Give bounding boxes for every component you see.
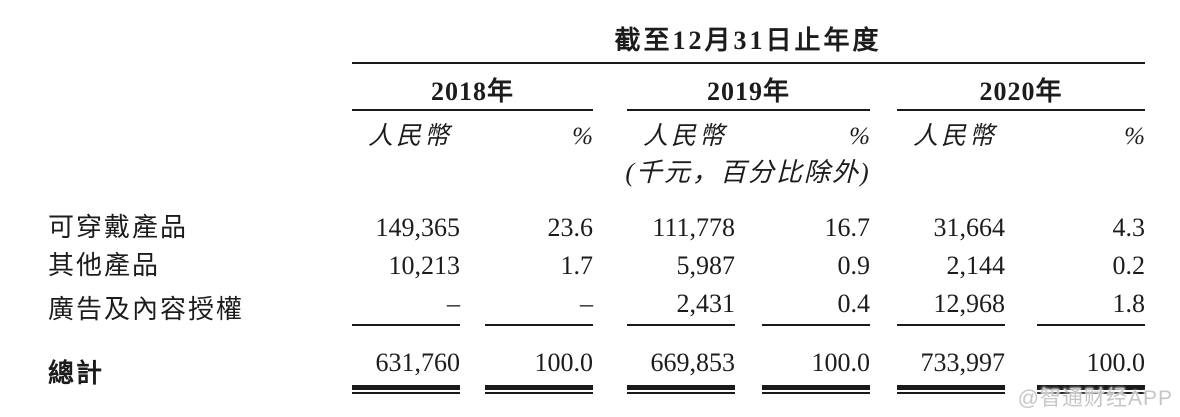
column-header-row: 人民幣 % 人民幣 % 人民幣 % <box>48 122 1145 152</box>
year-header-row: 2018年 2019年 2020年 <box>48 76 1145 108</box>
cell-advertising-pct-2018: – <box>485 288 593 326</box>
year-header-2018: 2018年 <box>430 77 514 106</box>
cell-total-pct-2019: 100.0 <box>762 347 870 394</box>
colhead-pct-2018: % <box>572 123 593 150</box>
year-2018-underline-rule <box>352 109 593 111</box>
cell-wearable-rmb-2020: 31,664 <box>933 213 1006 242</box>
cell-wearable-pct-2018: 23.6 <box>547 213 594 242</box>
year-header-2020: 2020年 <box>979 77 1063 106</box>
cell-other-pct-2020: 0.2 <box>1112 251 1146 280</box>
table-row-other-products: 其他產品 10,213 1.7 5,987 0.9 2,144 0.2 <box>48 250 1145 282</box>
cell-wearable-rmb-2019: 111,778 <box>652 213 735 242</box>
row-label-total: 總計 <box>48 359 105 388</box>
year-header-2019: 2019年 <box>706 77 790 106</box>
cell-total-pct-2018: 100.0 <box>485 347 593 394</box>
cell-advertising-rmb-2020: 12,968 <box>897 288 1005 326</box>
cell-advertising-pct-2020: 1.8 <box>1037 288 1145 326</box>
cell-other-rmb-2020: 2,144 <box>946 251 1006 280</box>
table-row-wearable-products: 可穿戴產品 149,365 23.6 111,778 16.7 31,664 4… <box>48 212 1145 244</box>
cell-total-rmb-2020: 733,997 <box>897 347 1005 394</box>
cell-wearable-pct-2019: 16.7 <box>824 213 871 242</box>
cell-wearable-rmb-2018: 149,365 <box>375 213 461 242</box>
colhead-rmb-2018: 人民幣 <box>368 123 453 150</box>
year-2020-underline-rule <box>897 109 1145 111</box>
units-note: (千元，百分比除外) <box>625 158 871 187</box>
cell-other-rmb-2019: 5,987 <box>676 251 736 280</box>
colhead-pct-2020: % <box>1124 123 1145 150</box>
cell-advertising-pct-2019: 0.4 <box>762 288 870 326</box>
row-label-other-products: 其他產品 <box>48 251 161 280</box>
cell-other-pct-2018: 1.7 <box>560 251 594 280</box>
table-row-total: 總計 631,760 100.0 669,853 100.0 733,997 1… <box>48 347 1145 394</box>
cell-advertising-rmb-2018: – <box>352 288 460 326</box>
cell-other-pct-2019: 0.9 <box>837 251 871 280</box>
colhead-rmb-2020: 人民幣 <box>913 123 998 150</box>
colhead-rmb-2019: 人民幣 <box>643 123 728 150</box>
cell-advertising-rmb-2019: 2,431 <box>627 288 735 326</box>
cell-total-pct-2020: 100.0 <box>1037 347 1145 394</box>
cell-total-rmb-2019: 669,853 <box>627 347 735 394</box>
cell-total-rmb-2018: 631,760 <box>352 347 460 394</box>
watermark-zhitong-finance: @智通财经APP <box>1017 387 1173 410</box>
cell-other-rmb-2018: 10,213 <box>388 251 461 280</box>
colhead-pct-2019: % <box>849 123 870 150</box>
table-title: 截至12月31日止年度 <box>614 26 882 55</box>
title-underline-rule <box>352 62 1145 64</box>
row-label-advertising-content-licensing: 廣告及內容授權 <box>48 295 245 324</box>
year-2019-underline-rule <box>627 109 870 111</box>
row-label-wearable-products: 可穿戴產品 <box>48 213 189 242</box>
cell-wearable-pct-2020: 4.3 <box>1112 213 1146 242</box>
table-row-advertising-content-licensing: 廣告及內容授權 – – 2,431 0.4 12,968 1.8 <box>48 288 1145 326</box>
